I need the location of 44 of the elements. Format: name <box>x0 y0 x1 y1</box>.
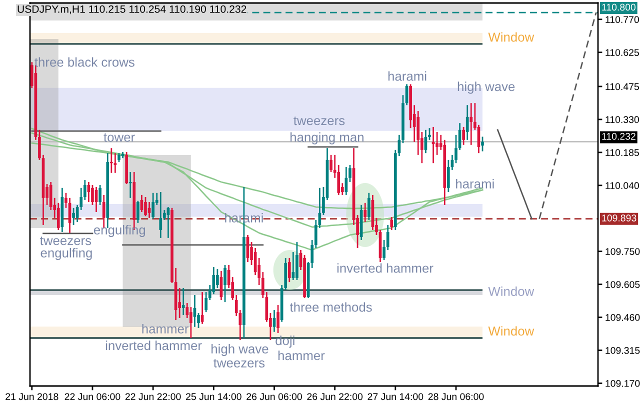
annotation: high wave <box>458 82 515 94</box>
annotation: engulfing <box>40 248 92 260</box>
annotation: hammer <box>142 324 189 334</box>
y-tick-label: 109.750 <box>606 248 640 255</box>
annotation: three black crows <box>34 57 134 67</box>
x-tick-label: 22 Jun 06:00 <box>64 393 120 400</box>
annotation: engulfing <box>94 224 146 238</box>
annotation: inverted hammer <box>106 340 202 350</box>
y-tick-label: 110.040 <box>606 182 639 190</box>
x-tick-label: 28 Jun 06:00 <box>428 393 484 400</box>
chart-title: USDJPY.m,H1 110.215 110.254 110.190 110.232 <box>18 5 246 14</box>
annotation: hanging man <box>290 132 364 144</box>
annotation: tweezers <box>214 359 265 368</box>
ref-line-label: 110.800 <box>602 4 636 11</box>
y-tick-label: 109.460 <box>606 314 640 321</box>
band-label: Window <box>488 32 534 42</box>
y-tick-label: 110.770 <box>606 16 639 23</box>
y-tick-label: 109.605 <box>606 281 640 288</box>
annotation: high wave <box>212 344 268 356</box>
ref-line-label: 109.893 <box>602 214 636 222</box>
x-tick-label: 25 Jun 14:00 <box>186 393 242 400</box>
y-tick-label: 110.330 <box>606 116 639 124</box>
annotation: three methods <box>290 302 372 312</box>
annotation: tweezers <box>40 236 92 246</box>
y-tick-label: 109.170 <box>606 380 640 387</box>
y-tick-label: 110.185 <box>606 149 639 156</box>
x-tick-label: 26 Jun 22:00 <box>307 393 363 400</box>
x-tick-label: 27 Jun 14:00 <box>368 393 424 400</box>
x-tick-label: 26 Jun 06:00 <box>246 393 302 400</box>
x-tick-label: 22 Jun 22:00 <box>125 393 181 400</box>
x-tick-label: 21 Jun 2018 <box>6 393 58 400</box>
band-label: Window <box>488 286 534 296</box>
y-tick-label: 110.625 <box>606 49 639 56</box>
annotation: harami <box>388 71 426 81</box>
annotation: inverted hammer <box>337 263 434 273</box>
ref-line-label: 110.232 <box>602 132 636 140</box>
annotation: tower <box>104 133 135 142</box>
band-label: Window <box>488 326 534 336</box>
annotation: doji <box>276 336 294 348</box>
y-tick-label: 110.475 <box>606 83 639 90</box>
annotation: harami <box>456 178 494 188</box>
annotation: hammer <box>278 350 325 360</box>
annotation: tweezers <box>294 116 345 126</box>
y-tick-label: 109.315 <box>606 347 640 354</box>
